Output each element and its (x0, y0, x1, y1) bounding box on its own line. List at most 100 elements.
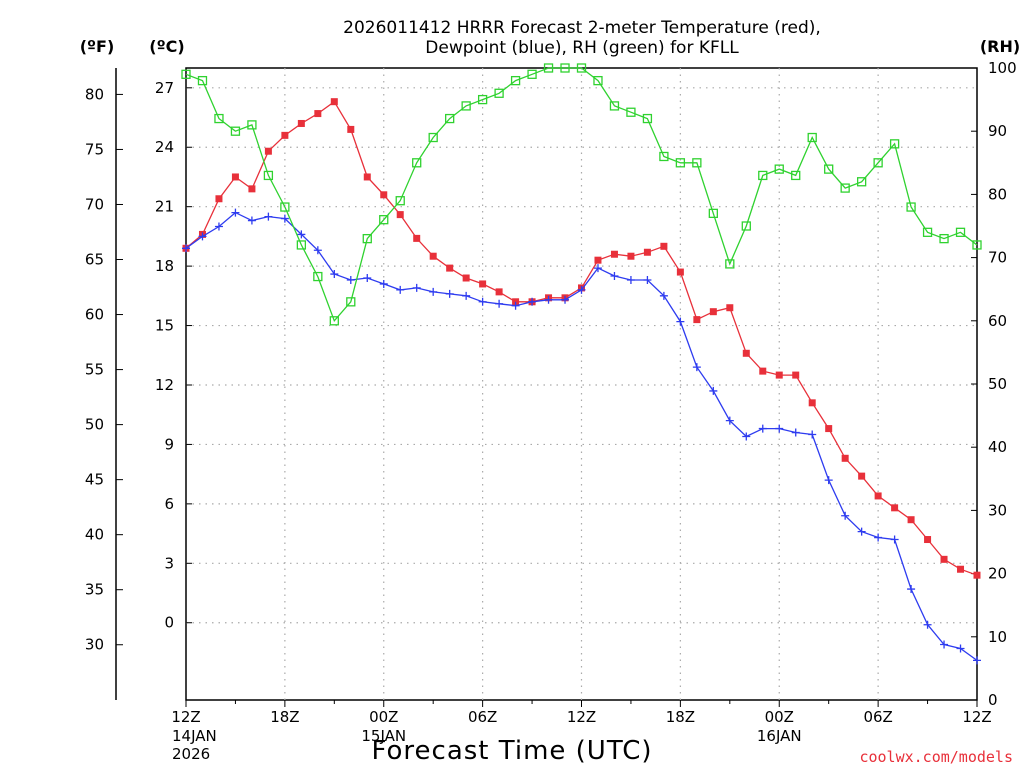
chart-title-line1: 2026011412 HRRR Forecast 2-meter Tempera… (343, 18, 821, 38)
temperature-point (396, 211, 404, 219)
rh-point (412, 158, 422, 168)
time-tick-label: 12Z (567, 708, 596, 726)
rh-point (296, 240, 307, 250)
fahrenheit-tick-label: 65 (85, 251, 104, 269)
rh-point (527, 69, 537, 79)
dewpoint-point (956, 644, 965, 653)
temperature-point (858, 472, 866, 480)
temperature-point (330, 98, 338, 106)
temperature-point (891, 504, 899, 512)
rh-tick-label: 20 (988, 565, 1007, 583)
temperature-point (215, 195, 223, 203)
dewpoint-point (396, 285, 405, 294)
dewpoint-point (544, 295, 553, 304)
rh-point (922, 227, 933, 237)
dewpoint-point (264, 212, 273, 221)
dewpoint-point (445, 289, 454, 298)
time-tick-label: 06Z (468, 708, 497, 726)
rh-point (263, 170, 274, 181)
dewpoint-point (709, 386, 718, 395)
temperature-point (792, 371, 800, 379)
rh-point (313, 271, 323, 282)
rh-point (494, 88, 504, 98)
dewpoint-point (511, 301, 520, 310)
fahrenheit-tick-label: 30 (85, 636, 104, 654)
temperature-point (264, 147, 272, 155)
rh-point (741, 221, 751, 231)
dewpoint-point (824, 476, 833, 485)
rh-tick-label: 50 (988, 375, 1007, 393)
x-axis-label: Forecast Time (UTC) (371, 736, 652, 766)
celsius-unit-label: (ºC) (149, 37, 184, 56)
fahrenheit-tick-label: 75 (85, 140, 104, 158)
celsius-tick-label: 9 (164, 435, 174, 453)
rh-tick-label: 70 (988, 249, 1007, 267)
rh-point (477, 94, 488, 105)
rh-point (181, 69, 191, 79)
dewpoint-point (923, 620, 932, 629)
dewpoint-point (198, 232, 207, 241)
celsius-tick-label: 18 (155, 257, 174, 275)
rh-unit-label: (RH) (980, 37, 1020, 56)
rh-point (824, 164, 834, 174)
rh-point (445, 113, 455, 124)
rh-point (593, 75, 603, 86)
dewpoint-point (676, 317, 685, 326)
dewpoint-point (593, 264, 602, 273)
year-label: 2026 (172, 745, 210, 763)
temperature-point (314, 110, 322, 118)
rh-point (873, 158, 883, 168)
plot-frame (185, 67, 978, 701)
temperature-point (281, 131, 289, 139)
time-tick-label: 12Z (962, 708, 991, 726)
grid (186, 68, 977, 700)
celsius-tick-label: 24 (155, 138, 174, 156)
temperature-point (363, 173, 371, 181)
celsius-tick-label: 3 (164, 554, 174, 572)
time-tick-label: 00Z (765, 708, 794, 726)
date-label: 14JAN (172, 727, 217, 745)
dewpoint-point (330, 270, 339, 279)
dewpoint-point (626, 275, 635, 284)
dewpoint-point (231, 208, 240, 217)
rh-point (642, 113, 653, 124)
rh-axis-ticks: 0 10 20 30 40 50 60 70 80 90 100 (971, 59, 1017, 709)
temperature-point (874, 492, 882, 500)
dewpoint-point (478, 297, 487, 306)
rh-tick-label: 60 (988, 312, 1007, 330)
date-label: 15JAN (361, 727, 406, 745)
rh-point (955, 227, 966, 237)
time-tick-label: 18Z (666, 708, 695, 726)
temperature-point (495, 288, 503, 296)
time-tick-label: 06Z (863, 708, 892, 726)
rh-point (675, 158, 686, 168)
rh-tick-label: 10 (988, 628, 1007, 646)
fahrenheit-tick-label: 45 (85, 471, 104, 489)
fahrenheit-unit-label: (ºF) (80, 37, 115, 56)
temperature-point (940, 555, 948, 563)
rh-point (461, 101, 471, 111)
temperature-point (462, 274, 470, 282)
temperature-point (231, 173, 239, 181)
dewpoint-point (791, 428, 800, 437)
dewpoint-point (725, 416, 734, 425)
dewpoint-line (185, 211, 978, 661)
time-tick-label: 18Z (270, 708, 299, 726)
dewpoint-point (577, 285, 586, 294)
rh-tick-label: 100 (988, 59, 1017, 77)
temperature-point (248, 185, 256, 193)
temperature-point (693, 316, 701, 324)
rh-point (576, 63, 587, 73)
rh-point (889, 139, 900, 149)
rh-point (379, 215, 389, 225)
dewpoint-point (182, 244, 190, 253)
credit-label: coolwx.com/models (859, 748, 1013, 766)
rh-point (510, 75, 521, 86)
dewpoint-point (659, 291, 668, 300)
rh-point (362, 233, 372, 244)
dewpoint-point (214, 222, 223, 231)
dewpoint-point (379, 279, 388, 288)
temperature-point (825, 425, 833, 433)
